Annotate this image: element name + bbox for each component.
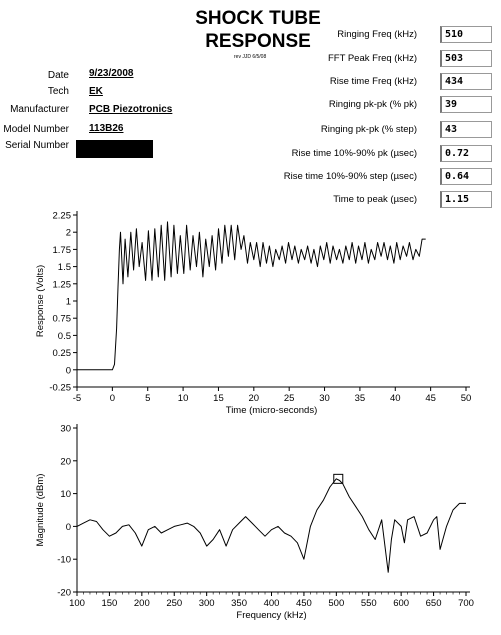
manufacturer-label: Manufacturer xyxy=(10,104,69,115)
response-x-tick-label: 25 xyxy=(284,393,295,404)
model-value: 113B26 xyxy=(89,123,124,134)
tech-label: Tech xyxy=(47,86,69,97)
ringing-freq-value: 510 xyxy=(440,26,492,43)
manufacturer-value: PCB Piezotronics xyxy=(89,104,173,115)
response-y-tick-label: -0.25 xyxy=(49,383,71,394)
fft-x-tick-label: 450 xyxy=(296,598,312,609)
response-y-tick-label: 0.5 xyxy=(58,331,71,342)
response-x-axis-label: Time (micro-seconds) xyxy=(226,405,318,416)
response-x-tick-label: 45 xyxy=(425,393,436,404)
fft-x-tick-label: 550 xyxy=(361,598,377,609)
rise-time-freq-value: 434 xyxy=(440,73,492,90)
rise-time-step-value: 0.64 xyxy=(440,168,492,185)
response-x-tick-label: 30 xyxy=(319,393,330,404)
fft-peak-freq-value: 503 xyxy=(440,50,492,67)
response-y-tick-label: 1.75 xyxy=(53,245,72,256)
fft-x-tick-label: 700 xyxy=(458,598,474,609)
fft-x-tick-label: 650 xyxy=(426,598,442,609)
model-label: Model Number xyxy=(3,124,69,135)
fft-y-axis-label: Magnitude (dBm) xyxy=(35,474,46,547)
response-y-tick-label: 1.25 xyxy=(53,279,72,290)
rise-time-step-label: Rise time 10%-90% step (µsec) xyxy=(283,171,417,182)
fft-x-tick-label: 600 xyxy=(393,598,409,609)
date-value: 9/23/2008 xyxy=(89,68,134,79)
ringing-pkpk-step-value: 43 xyxy=(440,121,492,138)
response-y-tick-label: 0.25 xyxy=(53,348,72,359)
response-x-tick-label: 20 xyxy=(249,393,260,404)
fft-y-tick-label: -20 xyxy=(57,588,71,599)
response-x-tick-label: -5 xyxy=(73,393,81,404)
fft-x-axis-label: Frequency (kHz) xyxy=(236,610,306,621)
ringing-freq-label: Ringing Freq (kHz) xyxy=(337,29,417,40)
response-x-tick-label: 35 xyxy=(355,393,366,404)
fft-y-tick-label: 10 xyxy=(60,489,71,500)
response-y-tick-label: 0.75 xyxy=(53,314,72,325)
response-y-tick-label: 2.25 xyxy=(53,211,72,222)
report-title-line2: RESPONSE xyxy=(205,31,311,52)
ringing-pkpk-pk-value: 39 xyxy=(440,96,492,113)
fft-x-tick-label: 200 xyxy=(134,598,150,609)
fft-series-line-0 xyxy=(76,478,466,573)
fft-x-tick-label: 300 xyxy=(199,598,215,609)
serial-value-redacted xyxy=(76,140,153,158)
rise-time-pk-value: 0.72 xyxy=(440,145,492,162)
fft-x-tick-label: 500 xyxy=(328,598,344,609)
time-to-peak-value: 1.15 xyxy=(440,191,492,208)
response-y-tick-label: 1.5 xyxy=(58,262,71,273)
response-x-tick-label: 5 xyxy=(145,393,150,404)
response-x-tick-label: 40 xyxy=(390,393,401,404)
rise-time-freq-label: Rise time Freq (kHz) xyxy=(329,76,417,87)
revision-note: rev JJD 6/5/08 xyxy=(234,54,267,60)
response-x-tick-label: 0 xyxy=(110,393,115,404)
ringing-pkpk-pk-label: Ringing pk-pk (% pk) xyxy=(328,99,417,110)
response-series-line-0 xyxy=(77,221,426,371)
report-title-line1: SHOCK TUBE xyxy=(195,8,321,29)
response-y-tick-label: 2 xyxy=(66,228,71,239)
fft-x-tick-label: 250 xyxy=(166,598,182,609)
serial-label: Serial Number xyxy=(5,140,69,151)
response-y-tick-label: 0 xyxy=(66,365,71,376)
response-x-tick-label: 10 xyxy=(178,393,189,404)
date-label: Date xyxy=(47,70,69,81)
tech-value: EK xyxy=(89,86,103,97)
fft-y-tick-label: 20 xyxy=(60,456,71,467)
fft-x-tick-label: 400 xyxy=(264,598,280,609)
response-x-tick-label: 50 xyxy=(461,393,472,404)
response-y-axis-label: Response (Volts) xyxy=(35,265,46,337)
fft-y-tick-label: 0 xyxy=(66,522,71,533)
fft-x-tick-label: 100 xyxy=(69,598,85,609)
response-x-tick-label: 15 xyxy=(213,393,224,404)
fft-peak-freq-label: FFT Peak Freq (kHz) xyxy=(327,53,417,64)
rise-time-pk-label: Rise time 10%-90% pk (µsec) xyxy=(291,148,417,159)
fft-y-tick-label: -10 xyxy=(57,555,71,566)
response-y-tick-label: 1 xyxy=(66,297,71,308)
fft-peak-marker xyxy=(333,473,344,484)
time-to-peak-label: Time to peak (µsec) xyxy=(333,194,417,205)
ringing-pkpk-step-label: Ringing pk-pk (% step) xyxy=(320,124,417,135)
fft-y-tick-label: 30 xyxy=(60,424,71,435)
fft-x-tick-label: 150 xyxy=(101,598,117,609)
fft-x-tick-label: 350 xyxy=(231,598,247,609)
